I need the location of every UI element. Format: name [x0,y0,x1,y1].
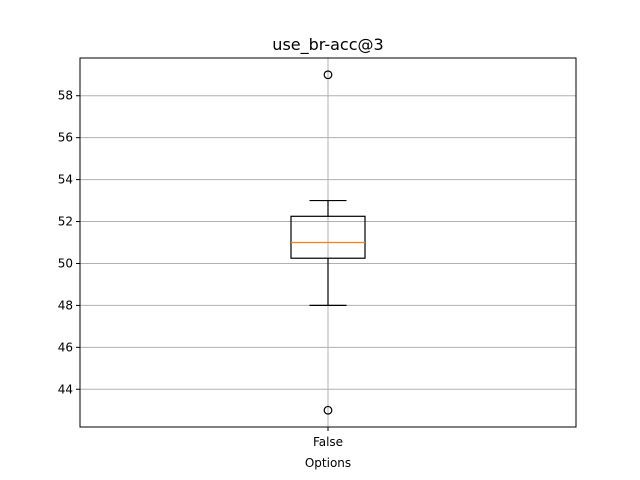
y-tick-label: 44 [58,382,73,396]
y-tick-label: 58 [58,89,73,103]
y-tick-label: 50 [58,256,73,270]
y-tick-label: 52 [58,215,73,229]
axes: 44 46 48 50 52 54 56 58 False [58,89,343,449]
y-tick-label: 56 [58,131,73,145]
outlier-point [323,70,333,80]
x-axis-label: Options [305,456,351,470]
y-tick-label: 46 [58,340,73,354]
box-plot-marks [290,70,366,415]
chart-title: use_br-acc@3 [272,35,383,55]
y-tick-label: 48 [58,298,73,312]
iqr-box [290,215,366,259]
x-tick-label: False [313,435,343,449]
y-tick-label: 54 [58,173,73,187]
outlier-point [323,405,333,415]
